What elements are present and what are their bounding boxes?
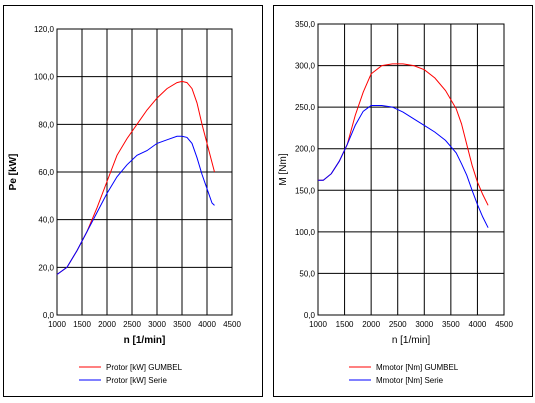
- grid-lines: [317, 23, 505, 316]
- x-axis-label: n [1/min]: [124, 335, 166, 346]
- x-tick-label: 2000: [98, 320, 116, 329]
- legend-label-2: Protor [kW] Serie: [106, 376, 167, 385]
- x-tick-label: 3000: [415, 320, 433, 329]
- x-tick-label: 1500: [336, 320, 354, 329]
- torque-chart: 0,0 50,0 100,0 150,0 200,0 250,0 300,0 350,0 100…: [278, 20, 513, 385]
- y-tick-label: 40,0: [38, 216, 54, 225]
- series-line-1: [318, 63, 489, 206]
- x-axis-label: n [1/min]: [392, 335, 431, 346]
- x-tick-label: 4500: [495, 320, 513, 329]
- series-line-1: [56, 80, 215, 275]
- x-tick-label: 2000: [362, 320, 380, 329]
- chart-panel-left: 0,0 20,0 40,0 60,0 80,0 100,0 120,0 1000 1500 200…: [3, 5, 263, 397]
- x-tick-label: 3000: [148, 320, 166, 329]
- legend-label-1: Mmotor [Nm] GUMBEL: [376, 363, 459, 372]
- y-tick-label: 300,0: [295, 62, 316, 71]
- y-tick-label: 120,0: [34, 25, 55, 34]
- x-tick-label: 4000: [469, 320, 487, 329]
- x-tick-label: 4500: [223, 320, 241, 329]
- legend-label-2: Mmotor [Nm] Serie: [376, 376, 444, 385]
- y-tick-label: 200,0: [295, 145, 316, 154]
- x-tick-label: 4000: [198, 320, 216, 329]
- x-tick-label: 2500: [123, 320, 141, 329]
- y-tick-label: 350,0: [295, 20, 316, 29]
- y-tick-label: 100,0: [34, 73, 55, 82]
- x-tick-label: 3500: [442, 320, 460, 329]
- y-tick-label: 50,0: [299, 269, 315, 278]
- series-line-2: [318, 105, 489, 228]
- x-tick-label: 3500: [173, 320, 191, 329]
- y-tick-label: 0,0: [43, 311, 55, 320]
- x-tick-label: 1000: [48, 320, 66, 329]
- y-tick-label: 100,0: [295, 228, 316, 237]
- x-tick-label: 1000: [309, 320, 327, 329]
- plot-area-border: [317, 23, 505, 316]
- x-tick-label: 1500: [73, 320, 91, 329]
- y-tick-label: 20,0: [38, 263, 54, 272]
- chart-panel-right: 0,0 50,0 100,0 150,0 200,0 250,0 300,0 350,0 100…: [273, 5, 533, 397]
- y-axis-label: Pe [kW]: [8, 154, 19, 191]
- y-tick-label: 60,0: [38, 168, 54, 177]
- y-tick-label: 80,0: [38, 120, 54, 129]
- x-tick-label: 2500: [389, 320, 407, 329]
- y-tick-label: 0,0: [304, 311, 316, 320]
- y-tick-label: 150,0: [295, 186, 316, 195]
- series-line-2: [56, 135, 215, 275]
- grid-lines: [56, 28, 233, 316]
- legend-label-1: Protor [kW] GUMBEL: [106, 363, 183, 372]
- plot-area-border: [56, 28, 233, 316]
- power-chart: 0,0 20,0 40,0 60,0 80,0 100,0 120,0 1000 1500 200…: [8, 25, 241, 385]
- y-axis-label: M [Nm]: [278, 153, 289, 185]
- y-tick-label: 250,0: [295, 103, 316, 112]
